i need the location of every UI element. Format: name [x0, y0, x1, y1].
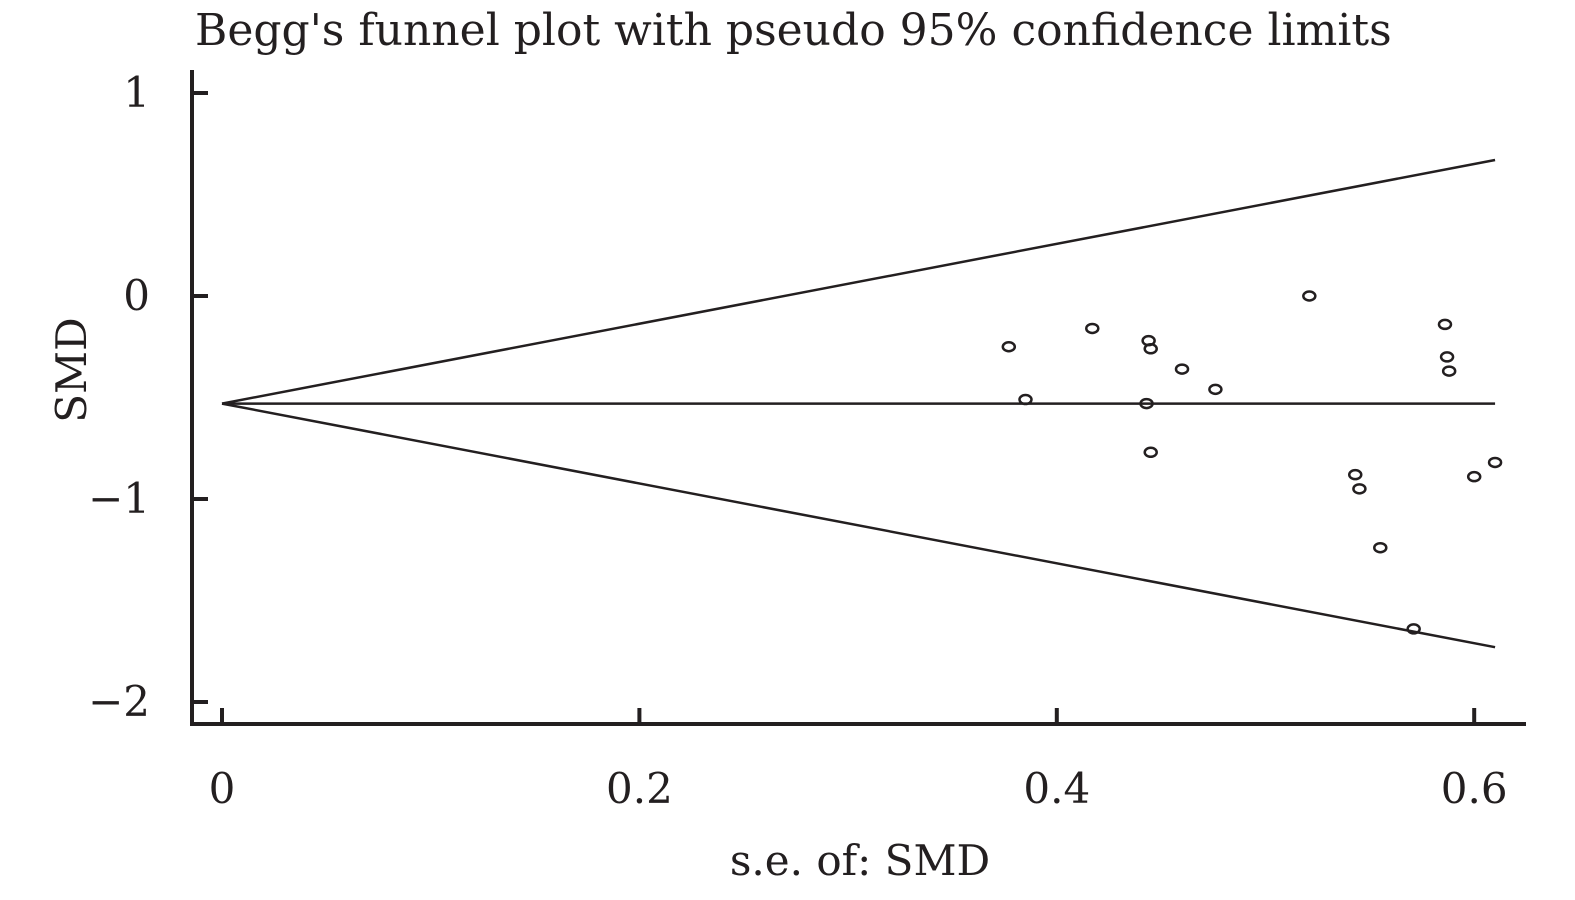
x-ticks: 0 0.2 0.4 0.6 — [209, 708, 1508, 813]
data-point — [1143, 343, 1158, 355]
reference-lines — [221, 158, 1496, 649]
x-tick-label: 0.4 — [1023, 764, 1090, 813]
x-tick-label: 0 — [209, 764, 236, 813]
data-point — [1208, 383, 1223, 396]
data-point — [1174, 363, 1190, 375]
data-point — [1406, 623, 1421, 635]
data-points — [1001, 290, 1503, 635]
data-point — [1085, 322, 1100, 335]
x-axis-title: s.e. of: SMD — [730, 836, 990, 885]
data-point — [1352, 483, 1367, 495]
data-point — [1437, 318, 1453, 331]
data-point — [1001, 341, 1017, 353]
lower-confidence-limit — [221, 402, 1496, 649]
y-tick-label: −2 — [88, 677, 150, 726]
data-point — [1347, 468, 1363, 481]
axes — [190, 70, 1526, 726]
data-point — [1441, 365, 1457, 377]
data-point — [1466, 470, 1482, 483]
data-point — [1139, 397, 1154, 410]
y-tick-label: 0 — [123, 271, 150, 320]
upper-confidence-limit — [221, 158, 1496, 405]
data-point — [1143, 446, 1158, 459]
y-tick-label: −1 — [88, 474, 150, 523]
x-tick-label: 0.6 — [1441, 764, 1508, 813]
y-ticks: −2 −1 0 1 — [88, 68, 208, 726]
y-tick-label: 1 — [123, 68, 150, 117]
data-point — [1373, 541, 1388, 554]
x-tick-label: 0.2 — [606, 764, 673, 813]
data-point — [1302, 290, 1317, 302]
data-point — [1018, 393, 1033, 406]
data-point — [1487, 456, 1503, 469]
chart-title: Begg's funnel plot with pseudo 95% confi… — [195, 5, 1392, 56]
y-axis-title: SMD — [47, 317, 96, 422]
data-point — [1439, 351, 1455, 363]
